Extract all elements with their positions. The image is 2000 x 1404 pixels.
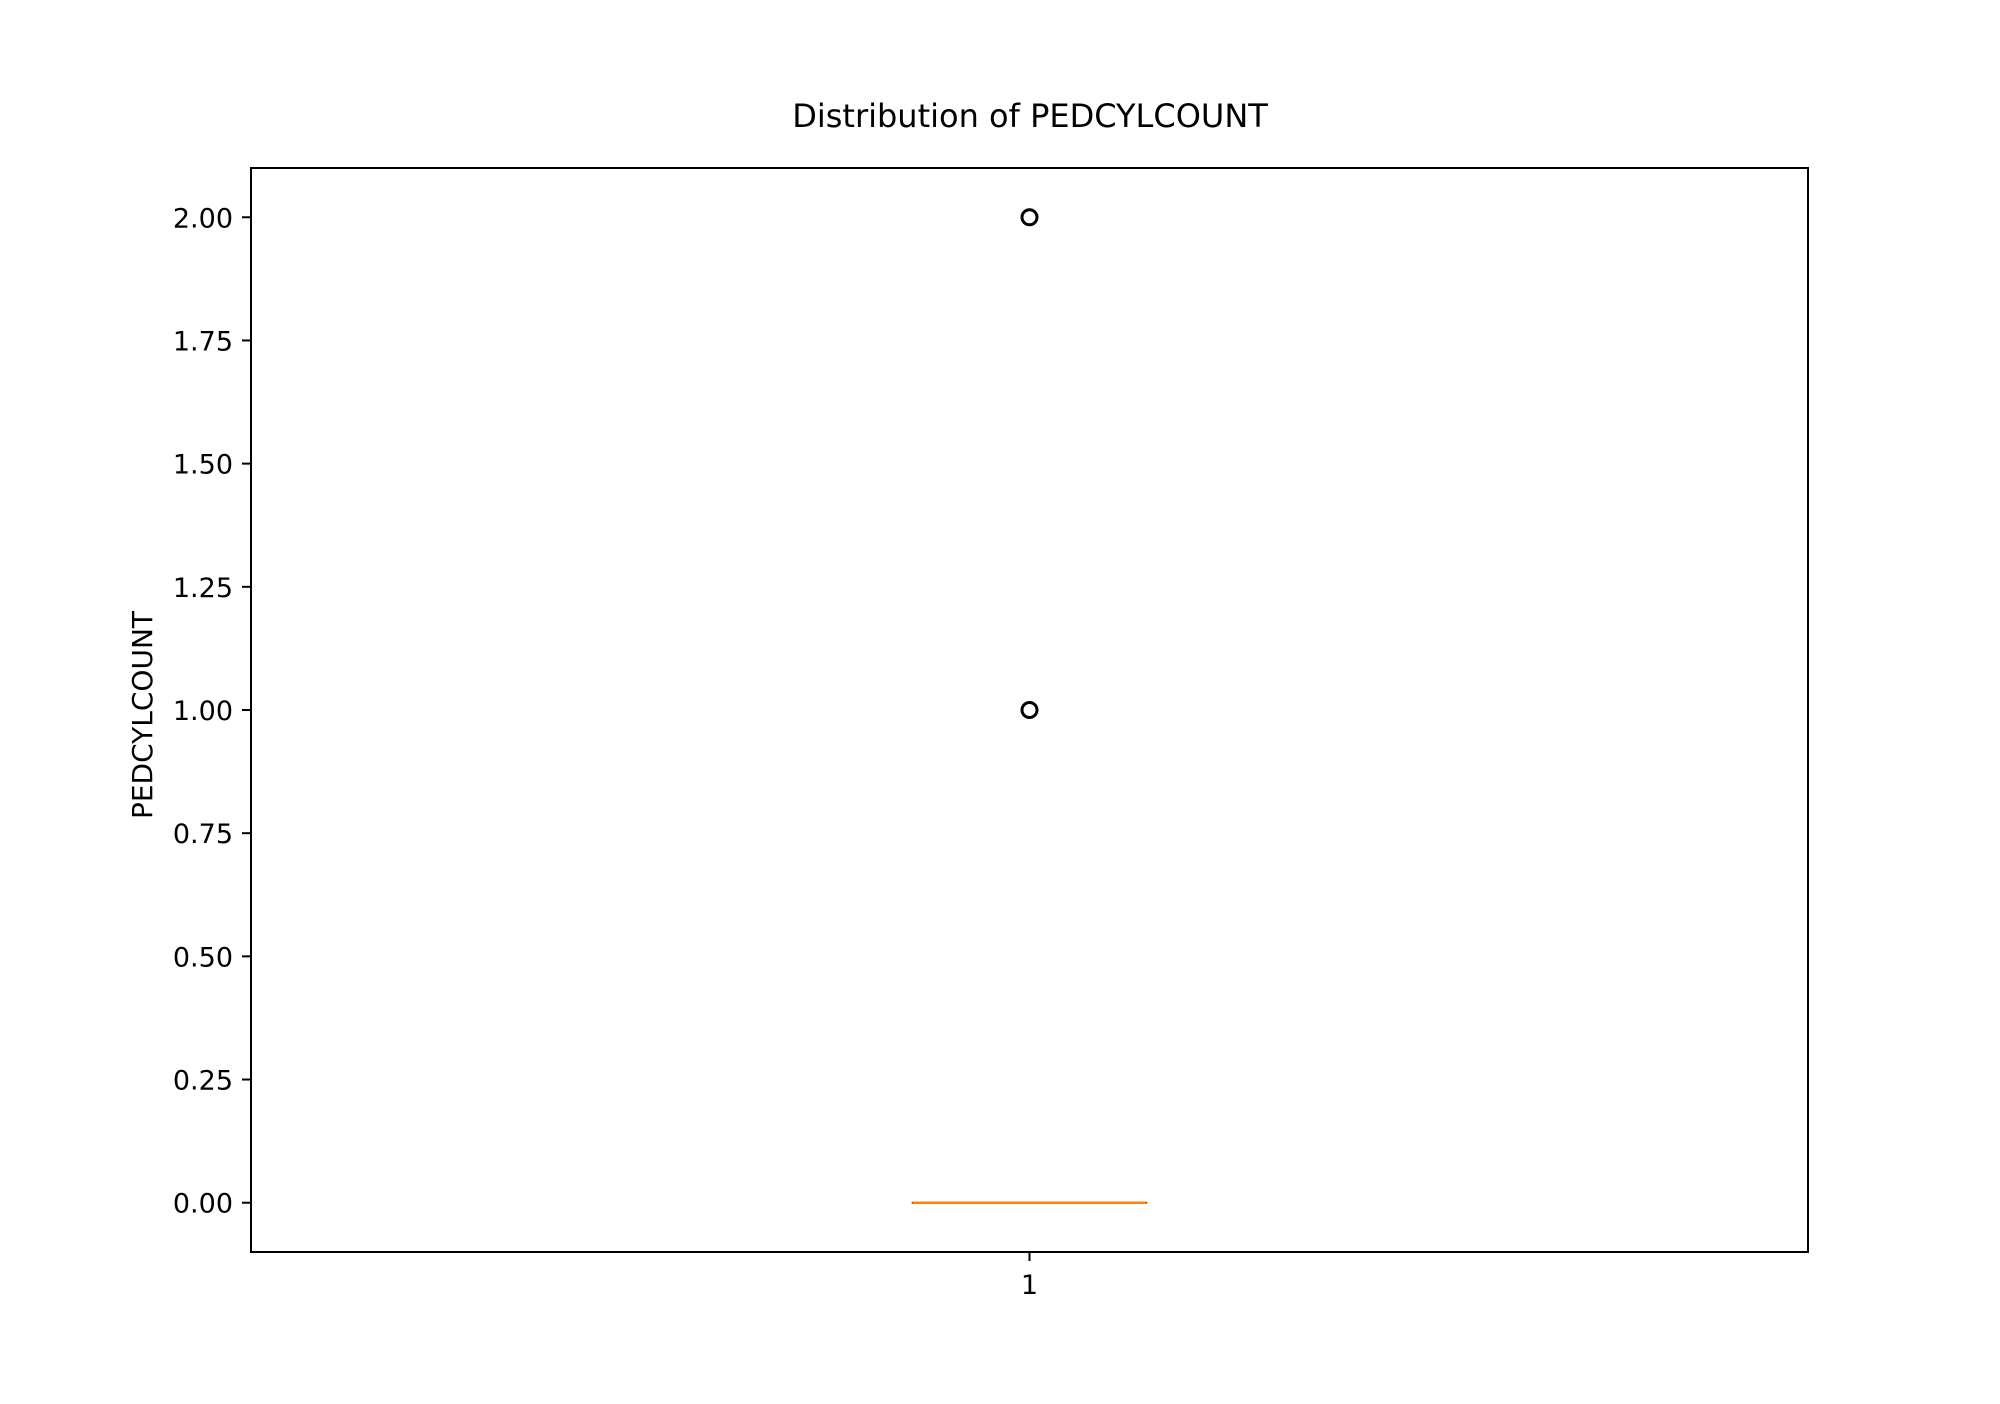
y-tick-label: 0.25 <box>173 1066 233 1097</box>
y-tick-label: 0.75 <box>173 819 233 850</box>
y-tick-label: 1.50 <box>173 450 233 481</box>
chart-title: Distribution of PEDCYLCOUNT <box>792 97 1268 135</box>
x-tick-label: 1 <box>1021 1270 1038 1301</box>
y-tick-label: 1.00 <box>173 696 233 727</box>
y-tick-label: 2.00 <box>173 203 233 234</box>
y-tick-label: 0.00 <box>173 1189 233 1220</box>
y-tick-label: 1.25 <box>173 573 233 604</box>
y-tick-label: 1.75 <box>173 326 233 357</box>
y-axis-label: PEDCYLCOUNT <box>126 610 159 819</box>
y-tick-label: 0.50 <box>173 942 233 973</box>
